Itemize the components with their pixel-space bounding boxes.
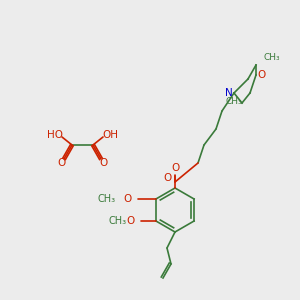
Text: CH₃: CH₃ xyxy=(225,97,242,106)
Text: O: O xyxy=(58,158,66,168)
Text: O: O xyxy=(127,216,135,226)
Text: CH₃: CH₃ xyxy=(109,216,127,226)
Text: O: O xyxy=(99,158,107,168)
Text: O: O xyxy=(163,173,171,183)
Text: CH₃: CH₃ xyxy=(98,194,116,204)
Text: O: O xyxy=(257,70,265,80)
Text: O: O xyxy=(171,163,179,173)
Text: HO: HO xyxy=(47,130,63,140)
Text: O: O xyxy=(124,194,132,204)
Text: N: N xyxy=(225,88,233,98)
Text: CH₃: CH₃ xyxy=(264,52,280,62)
Text: OH: OH xyxy=(102,130,118,140)
